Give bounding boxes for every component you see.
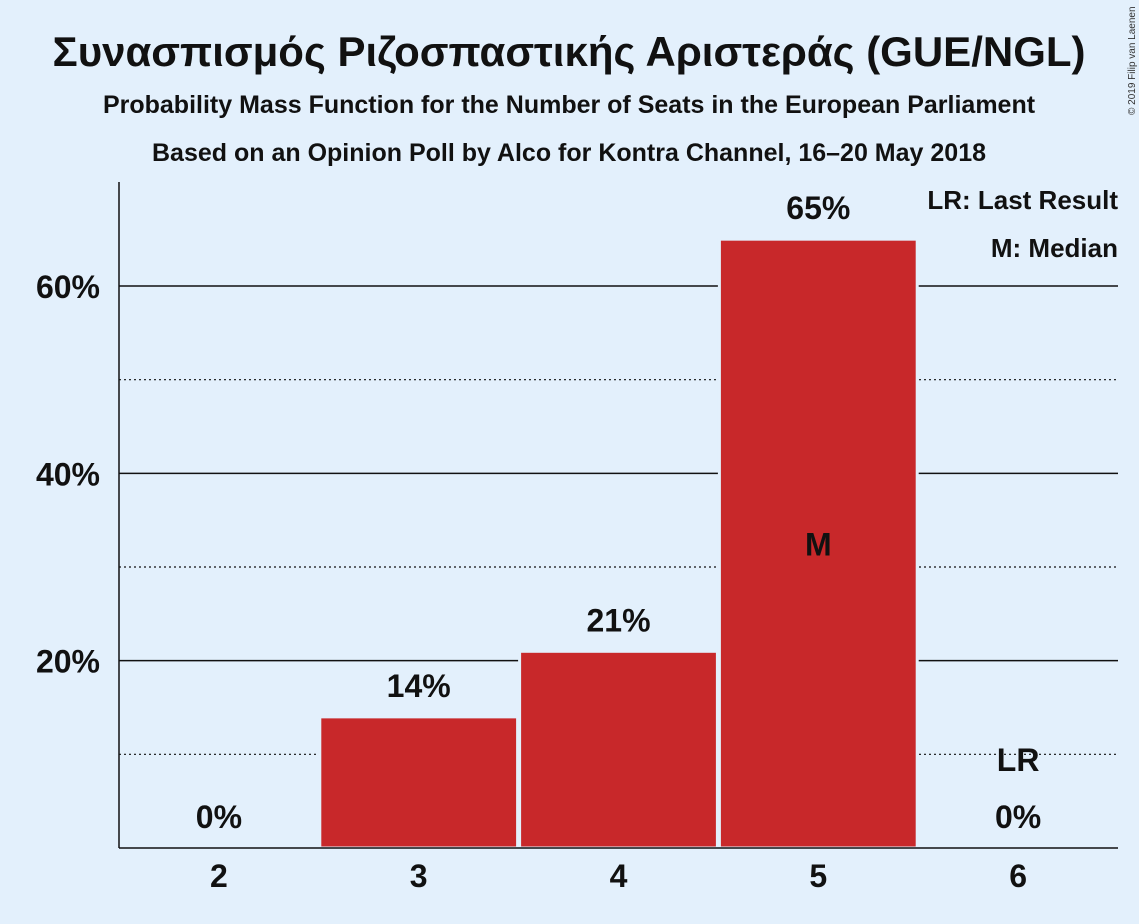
x-tick-label: 2 [210, 858, 228, 894]
data-label: 21% [586, 602, 650, 638]
bar [717, 237, 919, 850]
data-label: 14% [387, 668, 451, 704]
last-result-marker: LR [997, 742, 1040, 778]
data-labels: 0% 14% 21% 65% M 0% LR [196, 190, 1041, 835]
x-tick-label: 5 [809, 858, 827, 894]
y-tick-label: 60% [36, 269, 100, 305]
x-tick-label: 3 [410, 858, 428, 894]
legend-last-result: LR: Last Result [927, 185, 1118, 215]
data-label: 0% [995, 799, 1041, 835]
data-label: 65% [786, 190, 850, 226]
chart-subtitle-source: Based on an Opinion Poll by Alco for Kon… [152, 139, 986, 167]
grid [119, 285, 1118, 755]
y-tick-label: 40% [36, 456, 100, 492]
chart-title: Συνασπισμός Ριζοσπαστικής Αριστεράς (GUE… [52, 28, 1085, 75]
copyright: © 2019 Filip van Laenen [1127, 6, 1138, 115]
x-tick-label: 6 [1009, 858, 1027, 894]
x-axis: 2 3 4 5 6 [119, 847, 1118, 894]
legend-median: M: Median [991, 233, 1118, 263]
median-marker: M [805, 527, 832, 563]
bar [518, 649, 719, 850]
chart-subtitle: Probability Mass Function for the Number… [103, 91, 1036, 119]
data-label: 0% [196, 799, 242, 835]
bar [318, 715, 520, 850]
x-tick-label: 4 [610, 858, 628, 894]
y-tick-label: 20% [36, 644, 100, 680]
y-axis: 20% 40% 60% [36, 182, 120, 848]
